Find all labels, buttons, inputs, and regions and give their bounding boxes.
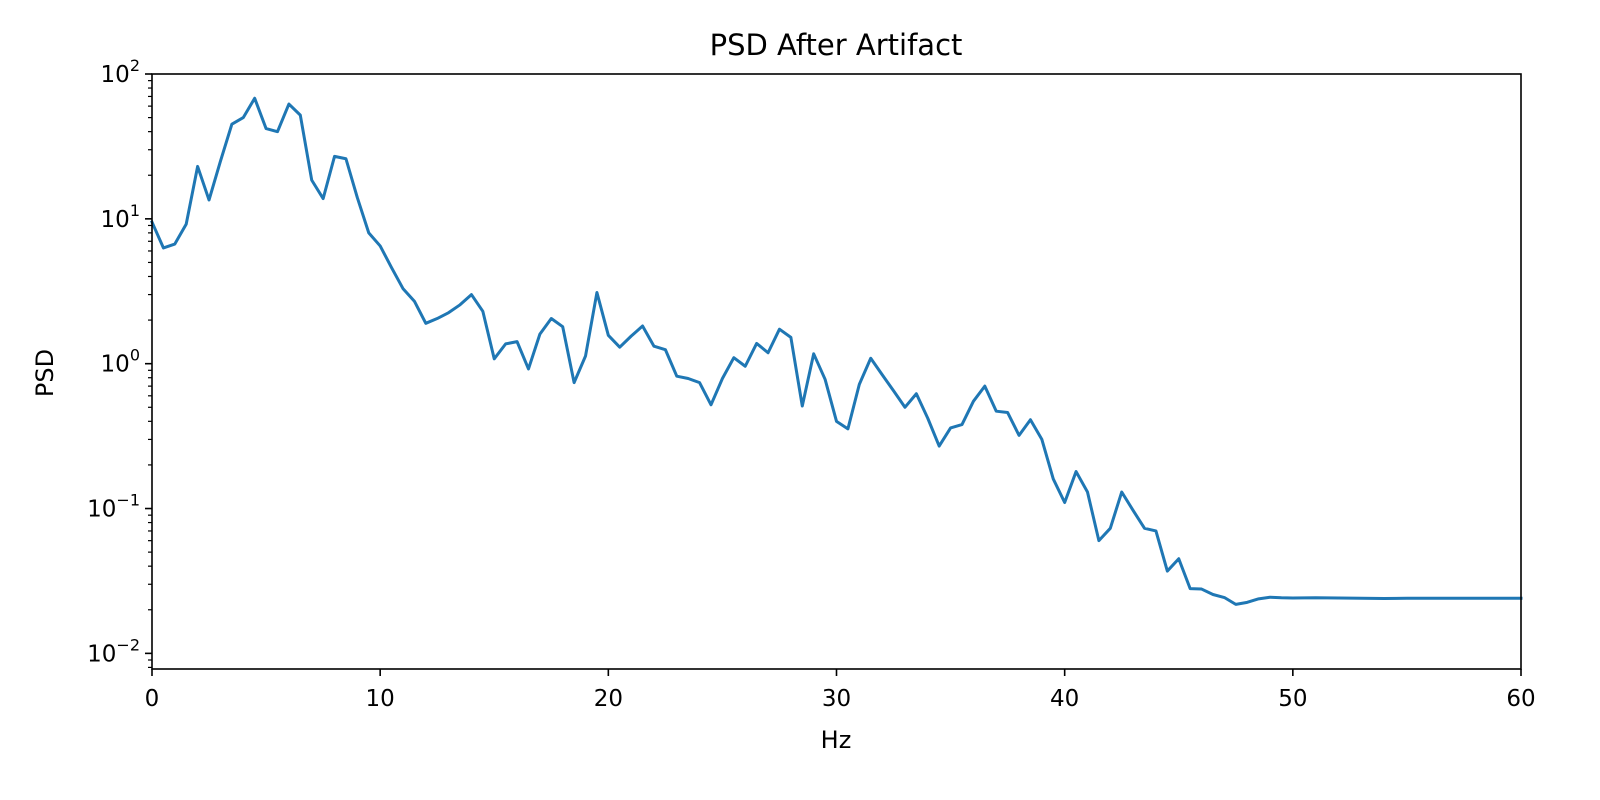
x-tick-label: 30 [822, 686, 851, 712]
x-tick-label: 0 [145, 686, 160, 712]
y-tick-base: 10 [101, 62, 130, 88]
x-tick-label: 10 [366, 686, 395, 712]
plot-area [150, 96, 1523, 606]
y-tick-exponent: 1 [130, 201, 140, 220]
y-tick-label: 100 [101, 346, 140, 378]
y-tick-exponent: 0 [130, 346, 140, 365]
chart-title: PSD After Artifact [710, 28, 963, 62]
x-tick-label: 40 [1050, 686, 1079, 712]
y-tick-exponent: 2 [130, 56, 140, 75]
x-tick-label: 50 [1278, 686, 1307, 712]
y-tick-base: 10 [87, 497, 116, 523]
y-tick-exponent: −2 [116, 635, 140, 654]
y-tick-base: 10 [101, 352, 130, 378]
plot-frame [151, 73, 1522, 670]
y-tick-label: 10−2 [87, 635, 140, 667]
x-axis-label: Hz [821, 726, 852, 754]
x-tick-label: 60 [1506, 686, 1535, 712]
y-tick-base: 10 [87, 641, 116, 667]
y-tick-label: 102 [101, 56, 140, 88]
psd-series-line [150, 96, 1523, 606]
y-axis-label: PSD [31, 349, 59, 397]
y-tick-label: 10−1 [87, 491, 140, 523]
x-axis-ticks: 0 10 20 30 40 50 60 [145, 669, 1536, 712]
y-tick-label: 101 [101, 201, 140, 233]
y-tick-base: 10 [101, 207, 130, 233]
x-tick-label: 20 [594, 686, 623, 712]
y-tick-exponent: −1 [116, 491, 140, 510]
